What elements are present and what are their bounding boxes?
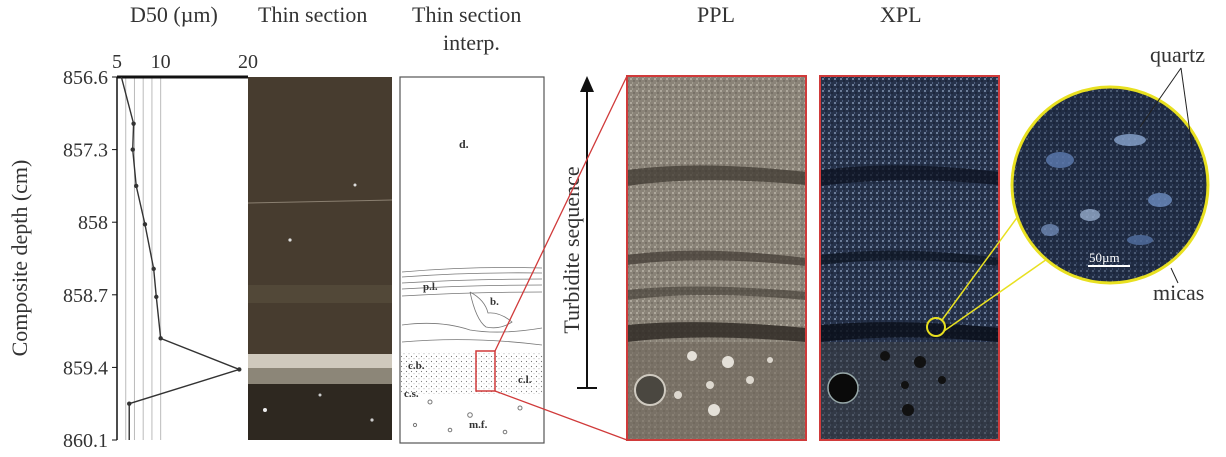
- d50-data-point: [134, 183, 139, 189]
- quartz-pointer-2: [1180, 67, 1193, 148]
- d50-data-point: [142, 222, 148, 227]
- y-tick-label: 858.7: [63, 285, 108, 307]
- d50-data-point: [154, 294, 159, 300]
- interp-label-cl: c.l.: [518, 374, 532, 386]
- x-tick-label: 10: [151, 51, 171, 73]
- xpl-zoom-target-circle: [926, 317, 946, 337]
- interp-label-pl: p.l.: [423, 281, 438, 293]
- y-tick-label: 859.4: [63, 357, 108, 379]
- quartz-label: quartz: [1150, 42, 1205, 67]
- d50-series: [120, 76, 242, 440]
- x-tick-labels: 5 10 20: [112, 51, 258, 73]
- thin-section-interp-sketch: d. p.l. b. c.b. c.l. c.s. m.f.: [399, 76, 545, 444]
- micas-label: micas: [1153, 280, 1204, 305]
- micas-pointer: [1170, 267, 1179, 284]
- d50-data-point: [237, 367, 242, 372]
- interp-label-d: d.: [459, 137, 469, 151]
- highlight-box: [475, 350, 496, 392]
- scale-bar-label: 50µm: [1089, 250, 1120, 265]
- d50-data-point: [151, 266, 156, 272]
- interp-panel-title-line1: Thin section: [412, 2, 522, 27]
- d50-chart: 5 10 20 856.6 857.3 858 858.7 859.4 860.1 Compo…: [7, 51, 258, 452]
- turbidite-sequence-label: Turbidite sequence: [559, 166, 584, 333]
- chart-gridlines: [125, 77, 162, 440]
- xpl-panel-title: XPL: [880, 2, 922, 27]
- x-tick-label: 5: [112, 51, 122, 73]
- turbidite-sequence-arrow: Turbidite sequence: [559, 76, 597, 389]
- interp-panel-title-line2: interp.: [443, 30, 500, 55]
- d50-data-point: [127, 401, 132, 406]
- y-tick-label: 858: [78, 212, 108, 234]
- interp-label-cs: c.s.: [404, 388, 419, 400]
- xpl-image: [819, 75, 1000, 441]
- d50-data-point: [131, 121, 136, 126]
- y-tick-label: 856.6: [63, 67, 108, 89]
- y-tick-labels: 856.6 857.3 858 858.7 859.4 860.1: [63, 67, 117, 452]
- d50-profile-line: [120, 76, 242, 440]
- zoom-connector-bottom: [943, 249, 1061, 332]
- d50-panel-title: D50 (µm): [130, 2, 218, 27]
- ppl-panel-title: PPL: [697, 2, 735, 27]
- interp-label-mf: m.f.: [469, 419, 488, 431]
- d50-data-point: [130, 147, 135, 152]
- x-tick-label: 20: [238, 51, 258, 73]
- y-tick-label: 860.1: [63, 430, 108, 452]
- interp-label-cb: c.b.: [408, 360, 425, 372]
- y-axis-label: Composite depth (cm): [7, 160, 32, 357]
- interp-label-b: b.: [490, 296, 499, 308]
- thin-section-image: [247, 77, 393, 440]
- zoom-detail-circle: 50µm: [1010, 67, 1210, 285]
- d50-data-point: [158, 336, 163, 341]
- connector-top: [494, 75, 628, 352]
- ppl-image: [626, 75, 807, 441]
- quartz-pointer-1: [1139, 67, 1182, 128]
- thin-section-panel-title: Thin section: [258, 2, 368, 27]
- y-tick-label: 857.3: [63, 140, 108, 162]
- connector-bottom: [494, 390, 628, 441]
